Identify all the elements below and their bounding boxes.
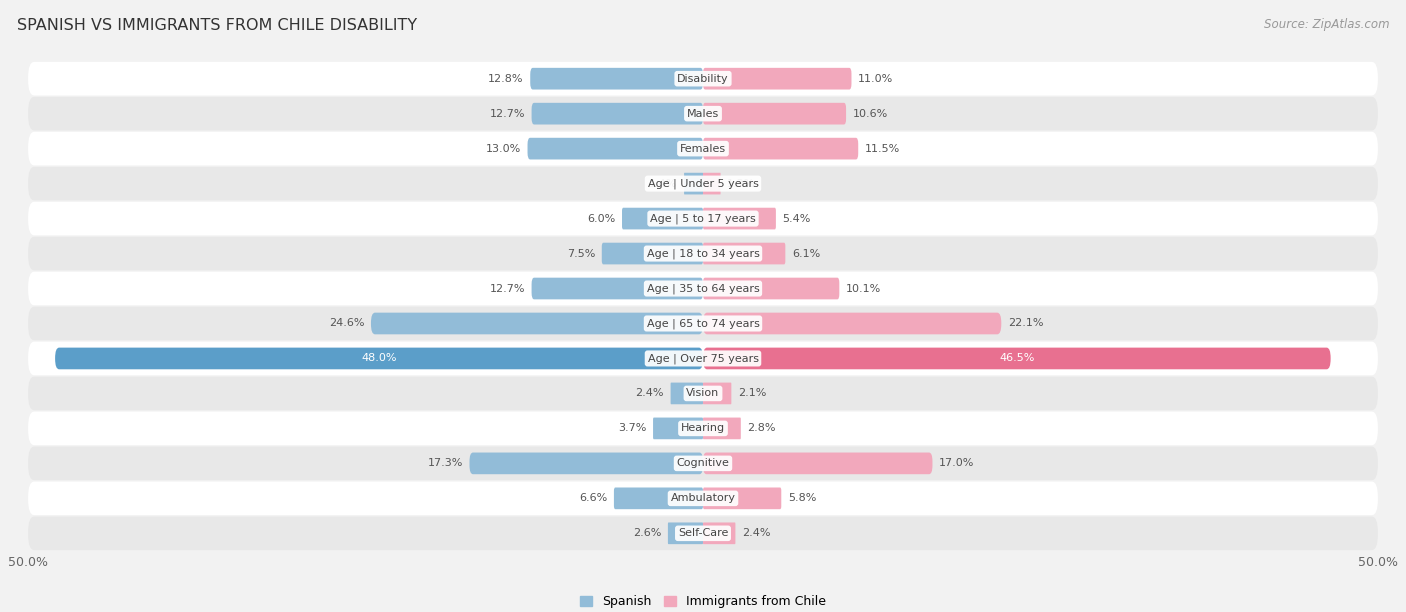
Text: 12.7%: 12.7% <box>489 109 524 119</box>
FancyBboxPatch shape <box>703 243 786 264</box>
Text: 12.8%: 12.8% <box>488 73 523 84</box>
FancyBboxPatch shape <box>28 341 1378 375</box>
FancyBboxPatch shape <box>28 167 1378 200</box>
Text: 17.3%: 17.3% <box>427 458 463 468</box>
FancyBboxPatch shape <box>55 348 703 369</box>
FancyBboxPatch shape <box>28 376 1378 410</box>
FancyBboxPatch shape <box>703 488 782 509</box>
Text: Self-Care: Self-Care <box>678 528 728 539</box>
Text: 22.1%: 22.1% <box>1008 318 1043 329</box>
Text: 46.5%: 46.5% <box>1000 354 1035 364</box>
Text: Age | 65 to 74 years: Age | 65 to 74 years <box>647 318 759 329</box>
FancyBboxPatch shape <box>703 103 846 124</box>
Text: 7.5%: 7.5% <box>567 248 595 258</box>
FancyBboxPatch shape <box>703 417 741 439</box>
Text: 48.0%: 48.0% <box>361 354 396 364</box>
FancyBboxPatch shape <box>470 452 703 474</box>
Text: SPANISH VS IMMIGRANTS FROM CHILE DISABILITY: SPANISH VS IMMIGRANTS FROM CHILE DISABIL… <box>17 18 418 34</box>
Text: 6.1%: 6.1% <box>792 248 820 258</box>
Text: 3.7%: 3.7% <box>617 424 647 433</box>
FancyBboxPatch shape <box>371 313 703 334</box>
Text: 1.4%: 1.4% <box>650 179 678 188</box>
FancyBboxPatch shape <box>28 517 1378 550</box>
Text: Females: Females <box>681 144 725 154</box>
FancyBboxPatch shape <box>703 313 1001 334</box>
Text: 2.4%: 2.4% <box>742 528 770 539</box>
FancyBboxPatch shape <box>703 452 932 474</box>
FancyBboxPatch shape <box>28 482 1378 515</box>
FancyBboxPatch shape <box>703 348 1330 369</box>
FancyBboxPatch shape <box>28 97 1378 130</box>
FancyBboxPatch shape <box>671 382 703 405</box>
FancyBboxPatch shape <box>28 412 1378 445</box>
Text: 2.4%: 2.4% <box>636 389 664 398</box>
FancyBboxPatch shape <box>28 62 1378 95</box>
Text: Age | Over 75 years: Age | Over 75 years <box>648 353 758 364</box>
Text: 11.0%: 11.0% <box>858 73 893 84</box>
Text: Age | 5 to 17 years: Age | 5 to 17 years <box>650 214 756 224</box>
FancyBboxPatch shape <box>703 207 776 230</box>
FancyBboxPatch shape <box>703 138 858 160</box>
FancyBboxPatch shape <box>28 132 1378 165</box>
Text: 10.1%: 10.1% <box>846 283 882 294</box>
FancyBboxPatch shape <box>668 523 703 544</box>
Legend: Spanish, Immigrants from Chile: Spanish, Immigrants from Chile <box>579 595 827 608</box>
Text: Males: Males <box>688 109 718 119</box>
Text: 24.6%: 24.6% <box>329 318 364 329</box>
FancyBboxPatch shape <box>703 68 852 89</box>
FancyBboxPatch shape <box>703 278 839 299</box>
FancyBboxPatch shape <box>602 243 703 264</box>
FancyBboxPatch shape <box>531 103 703 124</box>
Text: 6.6%: 6.6% <box>579 493 607 503</box>
FancyBboxPatch shape <box>652 417 703 439</box>
Text: 10.6%: 10.6% <box>853 109 889 119</box>
FancyBboxPatch shape <box>703 173 720 195</box>
Text: Hearing: Hearing <box>681 424 725 433</box>
Text: 2.6%: 2.6% <box>633 528 661 539</box>
FancyBboxPatch shape <box>28 447 1378 480</box>
Text: 5.4%: 5.4% <box>783 214 811 223</box>
Text: 2.1%: 2.1% <box>738 389 766 398</box>
FancyBboxPatch shape <box>614 488 703 509</box>
Text: Cognitive: Cognitive <box>676 458 730 468</box>
Text: Age | 35 to 64 years: Age | 35 to 64 years <box>647 283 759 294</box>
FancyBboxPatch shape <box>531 278 703 299</box>
FancyBboxPatch shape <box>703 523 735 544</box>
FancyBboxPatch shape <box>28 237 1378 271</box>
FancyBboxPatch shape <box>621 207 703 230</box>
FancyBboxPatch shape <box>28 202 1378 236</box>
Text: 2.8%: 2.8% <box>748 424 776 433</box>
FancyBboxPatch shape <box>28 272 1378 305</box>
FancyBboxPatch shape <box>527 138 703 160</box>
Text: 17.0%: 17.0% <box>939 458 974 468</box>
Text: Source: ZipAtlas.com: Source: ZipAtlas.com <box>1264 18 1389 31</box>
FancyBboxPatch shape <box>685 173 703 195</box>
Text: Disability: Disability <box>678 73 728 84</box>
Text: Age | Under 5 years: Age | Under 5 years <box>648 178 758 189</box>
Text: 5.8%: 5.8% <box>787 493 817 503</box>
Text: Age | 18 to 34 years: Age | 18 to 34 years <box>647 248 759 259</box>
Text: Ambulatory: Ambulatory <box>671 493 735 503</box>
Text: 6.0%: 6.0% <box>588 214 616 223</box>
Text: 11.5%: 11.5% <box>865 144 900 154</box>
Text: 1.3%: 1.3% <box>727 179 755 188</box>
FancyBboxPatch shape <box>703 382 731 405</box>
Text: Vision: Vision <box>686 389 720 398</box>
FancyBboxPatch shape <box>530 68 703 89</box>
Text: 13.0%: 13.0% <box>485 144 520 154</box>
FancyBboxPatch shape <box>28 307 1378 340</box>
Text: 12.7%: 12.7% <box>489 283 524 294</box>
